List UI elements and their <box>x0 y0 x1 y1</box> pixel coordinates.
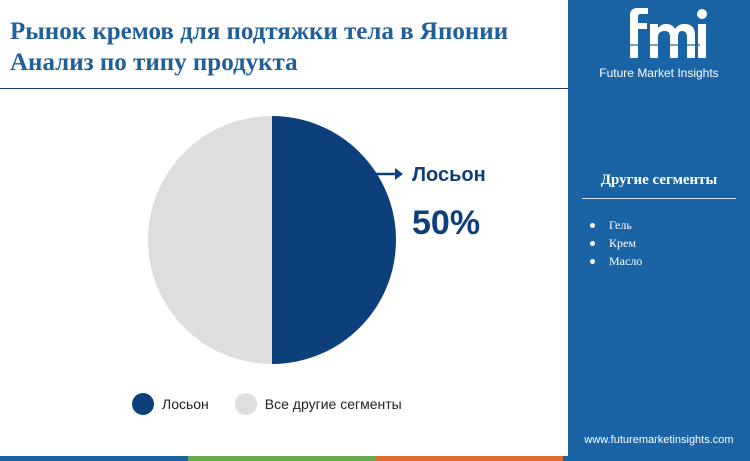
segment-item: Гель <box>590 216 642 234</box>
logo-text: Future Market Insights <box>599 66 719 80</box>
bar-segment-0 <box>0 456 188 461</box>
bar-segment-2 <box>375 456 563 461</box>
callout-arrow-icon <box>375 168 403 180</box>
bullet-icon <box>590 222 595 228</box>
other-segments-list: Гель Крем Масло <box>590 216 642 270</box>
pie-slice-0 <box>272 116 396 364</box>
fmi-logo-icon <box>620 8 707 58</box>
legend-item-0: Лосьон <box>132 393 209 415</box>
website-link[interactable]: www.futuremarketinsights.com <box>584 434 734 446</box>
callout-label: Лосьон <box>412 164 486 186</box>
other-segments-title: Другие сегменты <box>600 172 718 188</box>
pie-slice-1 <box>148 116 272 364</box>
segments-divider <box>582 198 736 199</box>
chart-legend: Лосьон Все другие сегменты <box>132 393 428 415</box>
bullet-icon <box>590 240 595 246</box>
title-line-2: Анализ по типу продукта <box>10 49 298 76</box>
legend-swatch <box>234 393 257 415</box>
segment-item: Масло <box>590 252 642 270</box>
title-divider <box>0 88 568 89</box>
segment-item: Крем <box>590 234 642 252</box>
title-line-1: Рынок кремов для подтяжки тела в Японии <box>10 18 509 45</box>
bar-segment-1 <box>187 456 375 461</box>
legend-label: Лосьон <box>162 396 209 412</box>
legend-label: Все другие сегменты <box>264 396 402 412</box>
bottom-color-bar <box>0 456 750 461</box>
bullet-icon <box>590 258 595 264</box>
callout-value: 50% <box>412 204 481 242</box>
bar-segment-3 <box>562 456 750 461</box>
side-panel: Future Market Insights Другие сегменты Г… <box>568 0 750 461</box>
legend-item-1: Все другие сегменты <box>234 393 402 415</box>
pie-chart <box>148 116 396 364</box>
page-title: Рынок кремов для подтяжки тела в Японии … <box>10 16 565 78</box>
legend-swatch <box>132 393 154 415</box>
